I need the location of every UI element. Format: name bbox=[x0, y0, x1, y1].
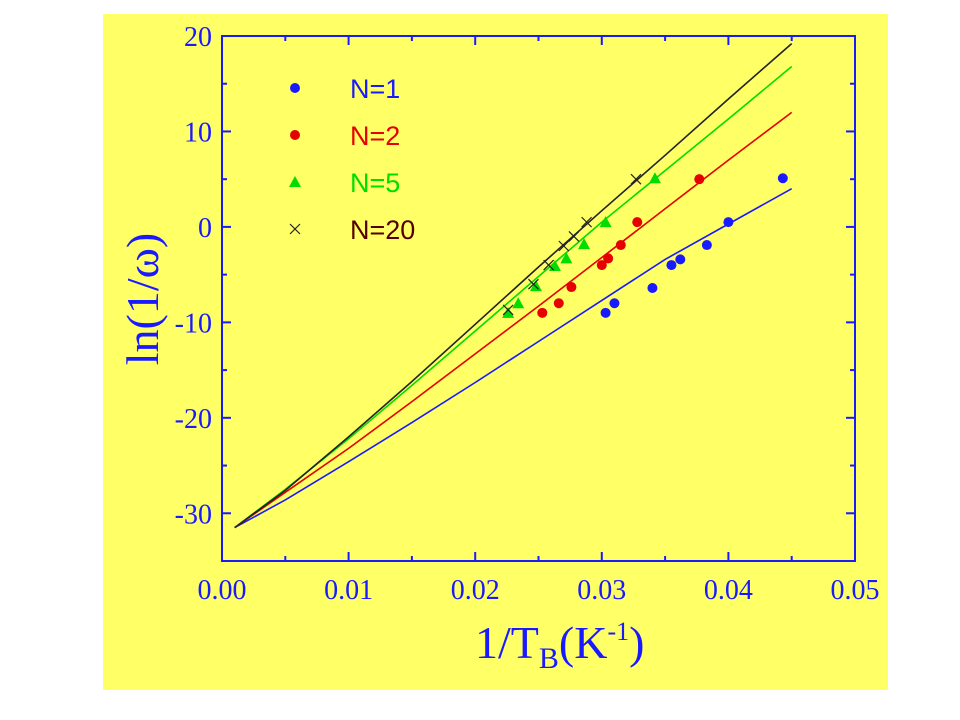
axis-ticks: 0.00 0.01 0.02 0.03 0.04 0.05 -30 -20 -10 0 10 20 bbox=[175, 22, 880, 606]
data-point-n1 bbox=[609, 298, 620, 309]
y-tick-label: 20 bbox=[184, 22, 212, 53]
data-point-n20 bbox=[568, 231, 580, 242]
data-point-n5 bbox=[648, 172, 661, 184]
y-axis-title: ln(1/ω) bbox=[117, 233, 168, 365]
data-point-n2 bbox=[537, 307, 548, 318]
legend-label-n5: N=5 bbox=[350, 168, 400, 198]
data-point-n5 bbox=[529, 280, 542, 292]
fit-line-n20 bbox=[234, 42, 793, 529]
data-points bbox=[502, 172, 788, 318]
legend-label-n2: N=2 bbox=[350, 121, 400, 151]
y-tick-label: -30 bbox=[175, 499, 212, 530]
x-tick-label: 0.00 bbox=[198, 575, 247, 606]
y-tick-label: 10 bbox=[184, 117, 212, 148]
legend-marker-n20 bbox=[289, 223, 301, 235]
data-point-n2 bbox=[553, 298, 564, 309]
data-point-n1 bbox=[701, 240, 712, 251]
fit-lines bbox=[234, 42, 793, 529]
y-tick-label: 0 bbox=[198, 213, 212, 244]
data-point-n20 bbox=[558, 240, 570, 252]
data-point-n2 bbox=[603, 253, 614, 264]
legend-label-n1: N=1 bbox=[350, 74, 400, 104]
data-point-n2 bbox=[566, 282, 577, 293]
data-point-n2 bbox=[694, 174, 705, 185]
fit-line-n2 bbox=[234, 111, 793, 529]
y-tick-label: -20 bbox=[175, 404, 212, 435]
data-point-n2 bbox=[632, 217, 643, 228]
data-point-n5 bbox=[502, 306, 515, 318]
plot-frame bbox=[221, 35, 856, 562]
legend: N=1 N=2 N=5 N=20 bbox=[289, 74, 415, 245]
data-point-n1 bbox=[675, 254, 686, 265]
data-point-n20 bbox=[581, 216, 593, 228]
data-point-n1 bbox=[647, 283, 658, 293]
chart-panel: 0.00 0.01 0.02 0.03 0.04 0.05 -30 -20 -10 0 10 20 N… bbox=[103, 14, 888, 690]
x-tick-label: 0.04 bbox=[704, 575, 753, 606]
data-point-n5 bbox=[599, 216, 612, 228]
legend-marker-n5 bbox=[289, 176, 301, 187]
fit-line-n5 bbox=[234, 65, 793, 529]
x-tick-label: 0.01 bbox=[324, 575, 373, 606]
scatter-chart: 0.00 0.01 0.02 0.03 0.04 0.05 -30 -20 -10 0 10 20 N… bbox=[117, 22, 880, 675]
legend-marker-n2 bbox=[290, 130, 300, 140]
data-point-n20 bbox=[630, 173, 642, 185]
data-point-n20 bbox=[528, 278, 539, 290]
x-axis-title: 1/TB(K-1) bbox=[475, 617, 644, 675]
data-point-n1 bbox=[666, 260, 677, 271]
data-point-n1 bbox=[777, 173, 788, 184]
fit-line-n1 bbox=[234, 188, 793, 529]
data-point-n5 bbox=[512, 297, 525, 309]
x-tick-label: 0.02 bbox=[451, 575, 500, 606]
legend-label-n20: N=20 bbox=[350, 215, 415, 245]
x-tick-label: 0.05 bbox=[831, 575, 880, 606]
data-point-n1 bbox=[723, 217, 734, 228]
data-point-n1 bbox=[600, 307, 611, 318]
data-point-n2 bbox=[615, 240, 626, 251]
y-tick-label: -10 bbox=[175, 308, 212, 339]
data-point-n20 bbox=[543, 259, 555, 271]
data-point-n2 bbox=[596, 260, 607, 271]
data-point-n20 bbox=[502, 304, 514, 316]
legend-marker-n1 bbox=[290, 83, 300, 93]
x-tick-label: 0.03 bbox=[577, 575, 626, 606]
data-point-n5 bbox=[578, 238, 591, 250]
data-point-n5 bbox=[560, 252, 573, 264]
